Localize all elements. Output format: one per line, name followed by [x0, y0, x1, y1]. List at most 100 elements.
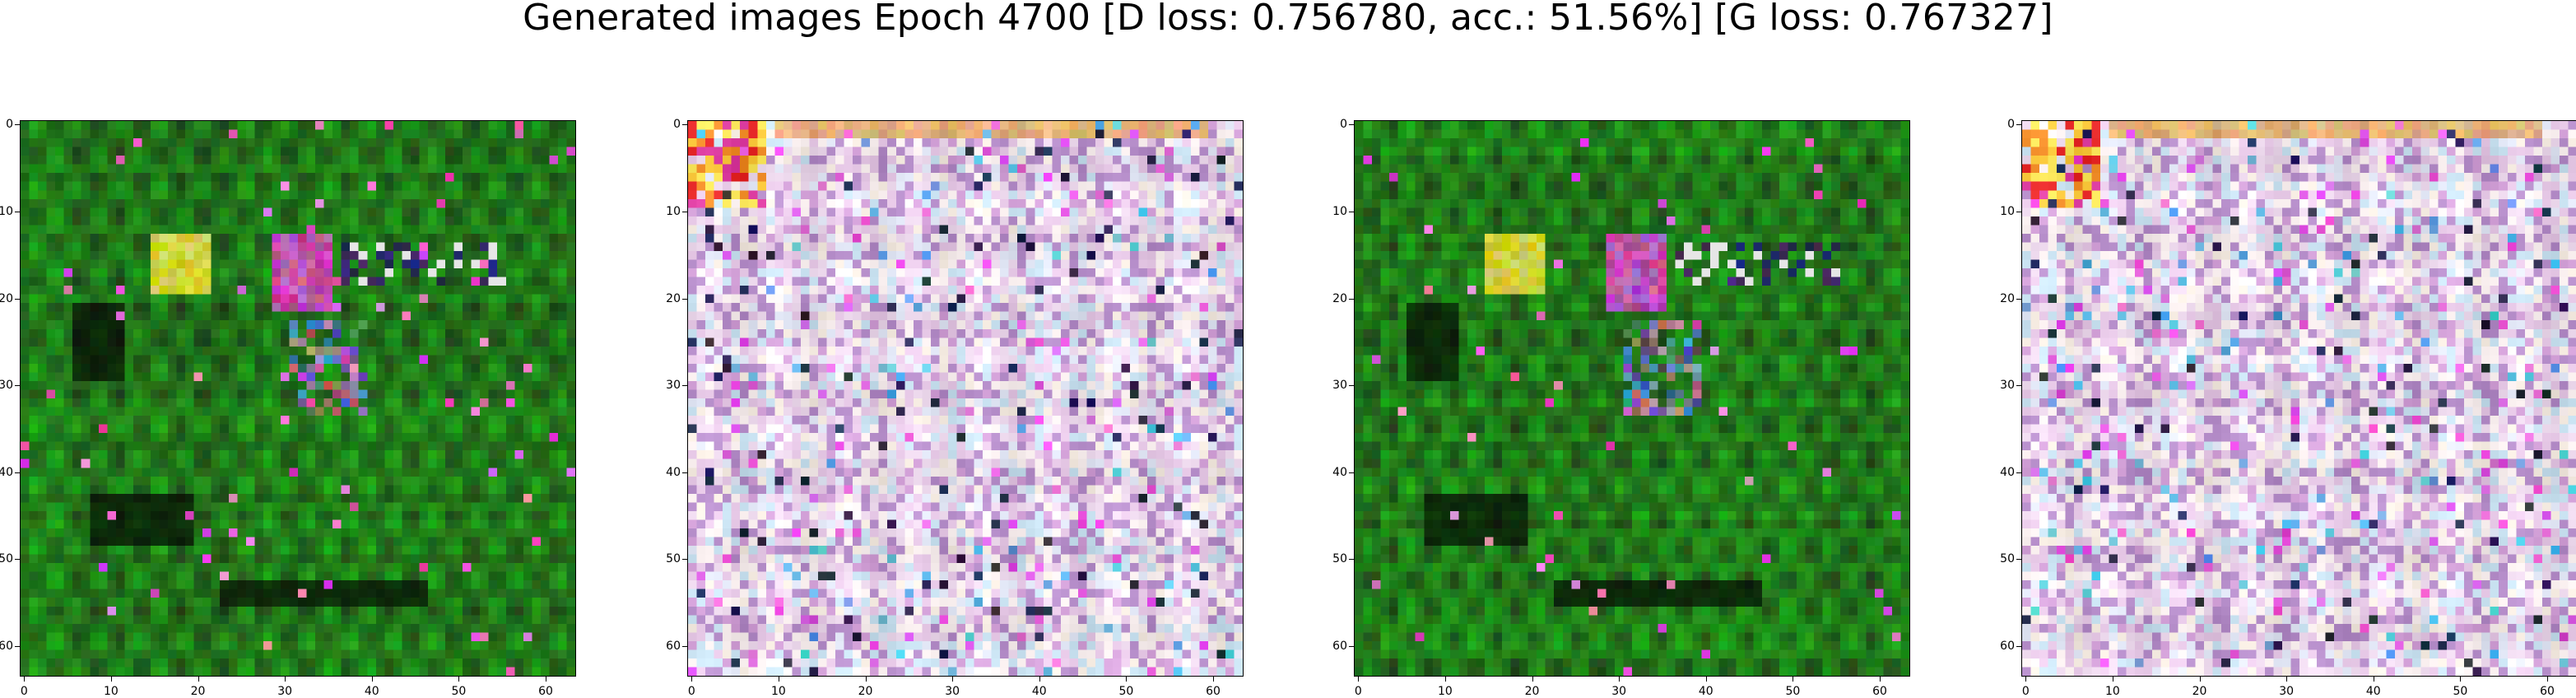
- image-frame: [1354, 120, 1910, 677]
- x-tick-label: 20: [858, 685, 873, 698]
- x-tick-label: 50: [451, 685, 467, 698]
- generated-image-4: [2022, 121, 2576, 676]
- y-tick-label: 40: [2000, 465, 2015, 479]
- x-tick-label: 40: [1031, 685, 1047, 698]
- y-tick: [15, 124, 20, 126]
- image-panel-1: 0 10 20 30 40 50 60 0 10 20 30 40 50 60: [0, 118, 576, 698]
- image-frame: [20, 120, 576, 677]
- generated-image-2: [688, 121, 1243, 676]
- y-tick-label: 60: [0, 640, 13, 654]
- image-panel-2: 0 10 20 30 40 50 60 0 10 20 30 40 50 60: [666, 118, 1244, 698]
- x-tick-label: 20: [2192, 685, 2207, 698]
- x-tick: [1705, 677, 1707, 682]
- x-tick-label: 30: [945, 685, 960, 698]
- x-tick: [1358, 677, 1360, 682]
- x-tick-label: 10: [2104, 685, 2120, 698]
- x-tick-label: 40: [2365, 685, 2381, 698]
- y-tick: [2016, 124, 2021, 126]
- x-tick-label: 10: [103, 685, 119, 698]
- x-tick-label: 50: [2453, 685, 2468, 698]
- y-tick-label: 50: [0, 552, 13, 566]
- generated-image-1: [21, 121, 575, 676]
- x-tick-label: 40: [364, 685, 379, 698]
- x-tick: [1213, 677, 1215, 682]
- image-frame: [687, 120, 1244, 677]
- x-tick-label: 40: [1698, 685, 1713, 698]
- y-tick-label: 50: [666, 552, 681, 566]
- y-tick-label: 20: [0, 291, 13, 305]
- y-tick-label: 40: [1332, 465, 1347, 479]
- y-tick-label: 50: [2000, 552, 2015, 566]
- y-tick-label: 10: [666, 204, 681, 218]
- x-tick: [458, 677, 460, 682]
- x-tick: [371, 677, 373, 682]
- x-tick: [1532, 677, 1533, 682]
- y-tick-label: 10: [0, 204, 13, 218]
- figure-suptitle: Generated images Epoch 4700 [D loss: 0.7…: [523, 0, 2053, 39]
- y-tick-label: 0: [673, 118, 681, 132]
- x-tick-label: 60: [538, 685, 553, 698]
- y-tick: [2016, 385, 2021, 387]
- image-panel-4: 0 10 20 30 40 50 60 0 10 20 30 40 50 60: [2000, 118, 2576, 698]
- x-tick-label: 0: [2021, 685, 2030, 698]
- y-tick: [15, 472, 20, 473]
- x-tick-label: 10: [770, 685, 786, 698]
- y-tick: [2016, 298, 2021, 300]
- x-tick-label: 50: [1118, 685, 1134, 698]
- y-tick: [2016, 472, 2021, 473]
- x-tick-label: 0: [687, 685, 695, 698]
- x-tick: [285, 677, 286, 682]
- x-tick: [1880, 677, 1881, 682]
- x-tick-label: 60: [1206, 685, 1221, 698]
- y-tick: [2016, 559, 2021, 561]
- y-tick: [1349, 646, 1354, 648]
- y-tick: [15, 559, 20, 561]
- y-tick-label: 60: [666, 640, 681, 654]
- x-tick: [110, 677, 112, 682]
- x-tick-label: 10: [1437, 685, 1453, 698]
- y-tick-label: 20: [666, 291, 681, 305]
- y-tick-label: 40: [0, 465, 13, 479]
- x-tick-label: 60: [2540, 685, 2555, 698]
- y-tick-label: 50: [1332, 552, 1347, 566]
- y-tick: [682, 559, 687, 561]
- y-tick-label: 0: [1340, 118, 1347, 132]
- x-tick: [2547, 677, 2549, 682]
- x-tick-label: 30: [277, 685, 293, 698]
- x-tick: [2199, 677, 2201, 682]
- generated-image-3: [1355, 121, 1909, 676]
- x-tick: [1126, 677, 1128, 682]
- y-tick: [1349, 559, 1354, 561]
- y-tick-label: 30: [666, 379, 681, 393]
- y-tick-label: 60: [1332, 640, 1347, 654]
- y-tick-label: 0: [6, 118, 13, 132]
- y-tick: [1349, 385, 1354, 387]
- y-tick: [682, 124, 687, 126]
- x-tick-label: 20: [1524, 685, 1540, 698]
- x-tick-label: 0: [20, 685, 28, 698]
- x-tick: [1039, 677, 1040, 682]
- x-tick: [2025, 677, 2027, 682]
- y-tick: [682, 385, 687, 387]
- x-tick-label: 30: [1611, 685, 1627, 698]
- y-tick-label: 30: [1332, 379, 1347, 393]
- image-frame: [2021, 120, 2576, 677]
- y-tick: [2016, 646, 2021, 648]
- x-tick-label: 50: [1785, 685, 1801, 698]
- x-tick-label: 0: [1354, 685, 1362, 698]
- y-tick-label: 20: [1332, 291, 1347, 305]
- y-tick-label: 10: [1332, 204, 1347, 218]
- x-tick: [691, 677, 693, 682]
- x-tick: [1619, 677, 1620, 682]
- x-tick: [24, 677, 26, 682]
- y-tick-label: 40: [666, 465, 681, 479]
- x-tick: [198, 677, 199, 682]
- y-tick: [1349, 298, 1354, 300]
- x-tick: [2460, 677, 2462, 682]
- y-tick: [1349, 124, 1354, 126]
- y-tick-label: 30: [2000, 379, 2015, 393]
- image-panel-3: 0 10 20 30 40 50 60 0 10 20 30 40 50 60: [1332, 118, 1910, 698]
- y-tick-label: 60: [2000, 640, 2015, 654]
- y-tick: [682, 646, 687, 648]
- y-tick: [15, 298, 20, 300]
